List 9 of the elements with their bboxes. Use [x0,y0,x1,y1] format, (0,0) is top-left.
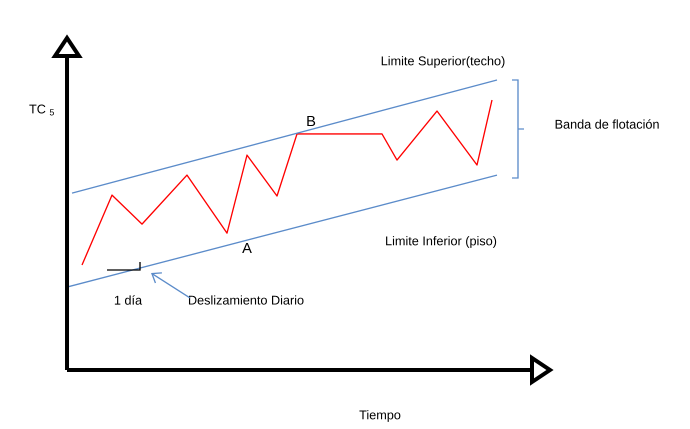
annotation: Deslizamiento Diario [188,295,304,305]
text: Limite Superior(techo) [382,56,504,68]
annotation: 1 día [114,295,142,305]
annotation: Limite Inferior (piso) [386,236,496,248]
y-axis-title: TC $_{5}$ [29,104,54,116]
text: Banda de flotación [556,119,659,129]
annotation: A [242,242,252,254]
annotation: B [307,116,316,126]
x-axis-title: Tiempo [359,410,400,422]
